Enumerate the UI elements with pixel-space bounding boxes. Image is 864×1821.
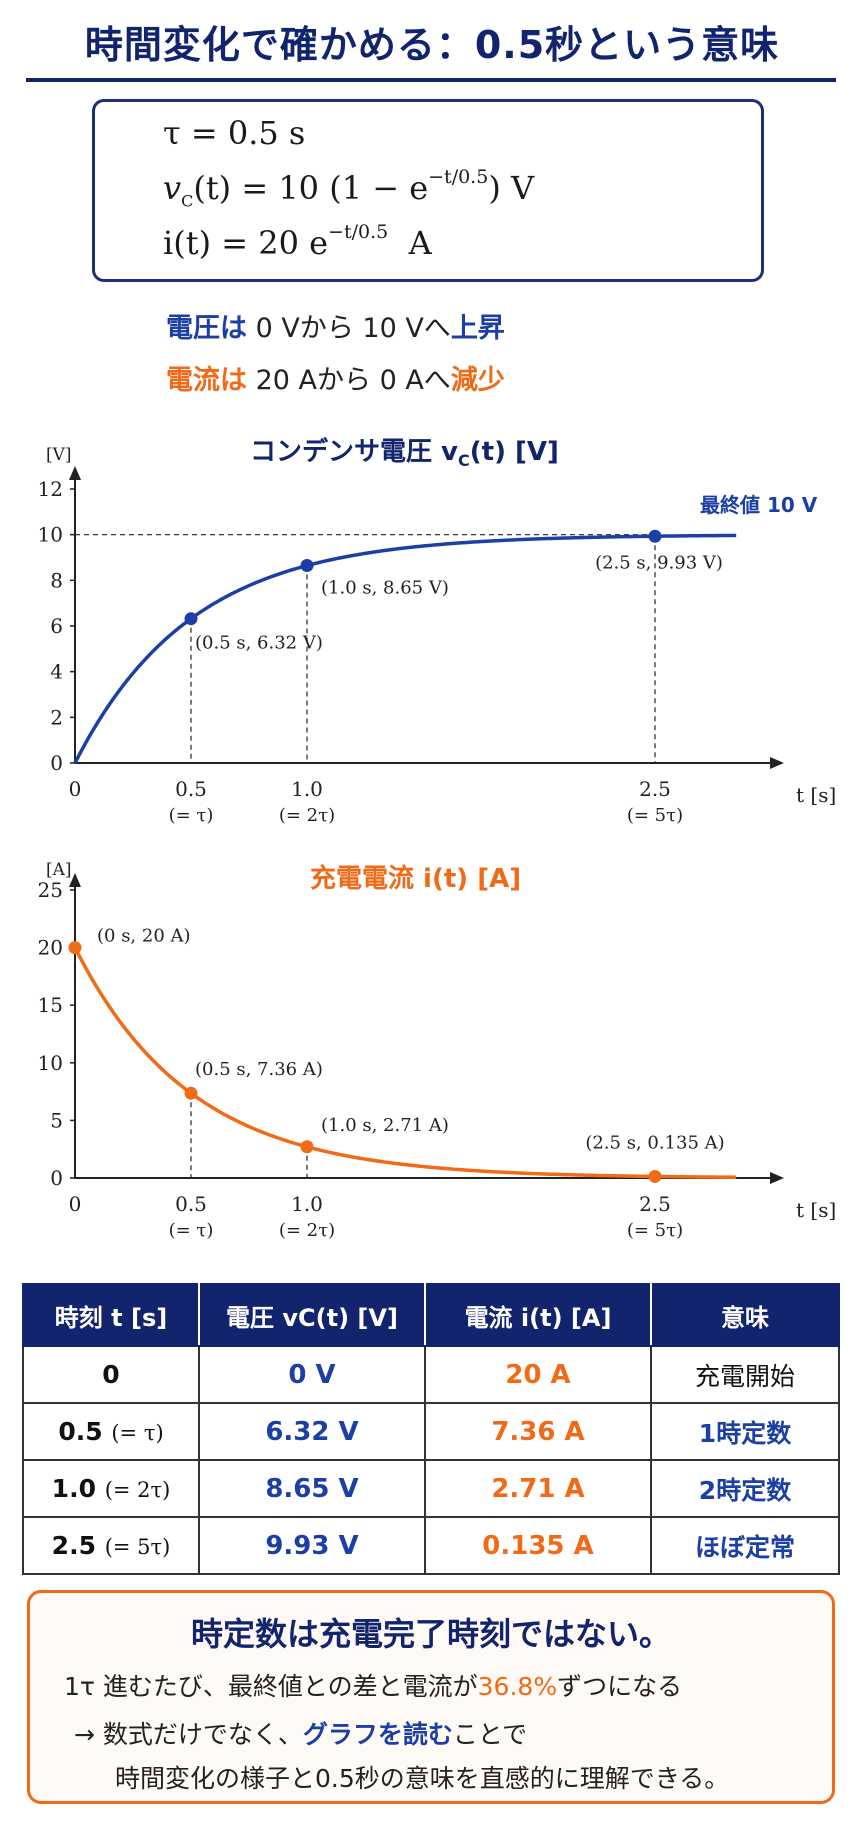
cell-time: 1.0 (= 2τ) bbox=[22, 1459, 200, 1518]
header-meaning: 意味 bbox=[650, 1283, 840, 1347]
page-title: 時間変化で確かめる：0.5秒という意味 bbox=[84, 23, 780, 67]
voltage-chart-title: コンデンサ電圧 vC(t) [V] bbox=[250, 436, 559, 470]
y-tick-label: 4 bbox=[50, 660, 63, 684]
x-tick-label: 0.5 bbox=[175, 777, 207, 801]
y-tick-label: 10 bbox=[38, 523, 63, 547]
data-point-label: (0.5 s, 7.36 A) bbox=[195, 1059, 323, 1080]
voltage-chart: コンデンサ電圧 vC(t) [V] [V] 最終値 10 V t [s] 0 2 4… bbox=[38, 436, 837, 826]
note-current: 電流は 20 Aから 0 Aへ減少 bbox=[166, 365, 505, 396]
data-point-label: (0.5 s, 6.32 V) bbox=[195, 633, 323, 654]
data-point-label: (1.0 s, 2.71 A) bbox=[321, 1115, 449, 1136]
y-tick-label: 6 bbox=[50, 614, 63, 638]
y-axis-arrow bbox=[69, 873, 81, 887]
table-row: 1.0 (= 2τ) 8.65 V 2.71 A 2時定数 bbox=[22, 1459, 840, 1518]
x-tick-tau-label: (= 2τ) bbox=[279, 1220, 335, 1241]
current-x-axis-label: t [s] bbox=[796, 1198, 836, 1222]
x-tick-label: 1.0 bbox=[291, 777, 323, 801]
current-curve bbox=[73, 946, 737, 1179]
cell-time: 0 bbox=[22, 1345, 200, 1404]
y-tick-label: 0 bbox=[50, 751, 63, 775]
y-tick-label: 2 bbox=[50, 705, 63, 729]
data-point-label: (2.5 s, 9.93 V) bbox=[595, 552, 723, 573]
formula-current: i(t) = 20 e−t/0.5 A bbox=[163, 221, 432, 262]
formula-box: τ = 0.5 s vC(t) = 10 (1 − e−t/0.5) V i(t… bbox=[92, 99, 764, 282]
x-axis-arrow bbox=[770, 757, 784, 769]
table-row: 0.5 (= τ) 6.32 V 7.36 A 1時定数 bbox=[22, 1402, 840, 1461]
current-chart: 充電電流 i(t) [A] [A] t [s] 0 5 10 15 20 25 0 0.5 (=… bbox=[38, 860, 837, 1241]
cell-voltage: 0 V bbox=[198, 1345, 426, 1404]
cell-current: 7.36 A bbox=[424, 1402, 652, 1461]
x-tick-label: 2.5 bbox=[639, 777, 671, 801]
y-tick-label: 25 bbox=[38, 878, 63, 902]
x-tick-label: 0 bbox=[69, 1192, 82, 1216]
summary-line-3: 時間変化の様子と0.5秒の意味を直感的に理解できる。 bbox=[115, 1764, 730, 1793]
x-tick-label: 1.0 bbox=[291, 1192, 323, 1216]
summary-line-1: 1τ 進むたび、最終値との差と電流が36.8%ずつになる bbox=[64, 1672, 683, 1701]
y-tick-label: 0 bbox=[50, 1166, 63, 1190]
x-axis-arrow bbox=[770, 1172, 784, 1184]
current-chart-title: 充電電流 i(t) [A] bbox=[310, 863, 521, 894]
title-underline bbox=[26, 78, 836, 82]
summary-title: 時定数は充電完了時刻ではない。 bbox=[190, 1615, 671, 1653]
cell-meaning: 1時定数 bbox=[650, 1402, 840, 1461]
cell-voltage: 6.32 V bbox=[198, 1402, 426, 1461]
table-row: 2.5 (= 5τ) 9.93 V 0.135 A ほぼ定常 bbox=[22, 1516, 840, 1575]
formula-voltage: vC(t) = 10 (1 − e−t/0.5) V bbox=[163, 166, 535, 211]
data-point bbox=[300, 1140, 314, 1154]
x-tick-label: 0.5 bbox=[175, 1192, 207, 1216]
data-point-label: (0 s, 20 A) bbox=[97, 926, 191, 947]
data-point bbox=[184, 612, 198, 626]
cell-meaning: 2時定数 bbox=[650, 1459, 840, 1518]
y-tick-label: 12 bbox=[38, 477, 63, 501]
voltage-curve bbox=[73, 533, 737, 764]
x-tick-tau-label: (= τ) bbox=[169, 1220, 214, 1241]
header-time: 時刻 t [s] bbox=[22, 1283, 200, 1347]
y-tick-label: 5 bbox=[50, 1108, 63, 1132]
x-tick-tau-label: (= 5τ) bbox=[627, 1220, 683, 1241]
cell-time: 0.5 (= τ) bbox=[22, 1402, 200, 1461]
data-point bbox=[68, 941, 82, 955]
cell-voltage: 8.65 V bbox=[198, 1459, 426, 1518]
current-unit-label: [A] bbox=[46, 860, 72, 880]
header-voltage: 電圧 vC(t) [V] bbox=[198, 1283, 426, 1347]
formula-tau: τ = 0.5 s bbox=[163, 114, 306, 152]
cell-current: 2.71 A bbox=[424, 1459, 652, 1518]
data-point bbox=[300, 558, 314, 572]
cell-current: 0.135 A bbox=[424, 1516, 652, 1575]
cell-meaning: ほぼ定常 bbox=[650, 1516, 840, 1575]
y-tick-label: 8 bbox=[50, 568, 63, 592]
y-axis-arrow bbox=[69, 466, 81, 480]
table-header-row: 時刻 t [s] 電圧 vC(t) [V] 電流 i(t) [A] 意味 bbox=[22, 1283, 840, 1347]
x-tick-label: 2.5 bbox=[639, 1192, 671, 1216]
cell-meaning: 充電開始 bbox=[650, 1345, 840, 1404]
data-point bbox=[648, 529, 662, 543]
cell-voltage: 9.93 V bbox=[198, 1516, 426, 1575]
cell-time: 2.5 (= 5τ) bbox=[22, 1516, 200, 1575]
x-tick-tau-label: (= τ) bbox=[169, 805, 214, 826]
x-tick-tau-label: (= 5τ) bbox=[627, 805, 683, 826]
summary-box: 時定数は充電完了時刻ではない。 1τ 進むたび、最終値との差と電流が36.8%ず… bbox=[27, 1590, 835, 1804]
cell-current: 20 A bbox=[424, 1345, 652, 1404]
x-tick-tau-label: (= 2τ) bbox=[279, 805, 335, 826]
data-point-label: (1.0 s, 8.65 V) bbox=[321, 577, 449, 598]
header-current: 電流 i(t) [A] bbox=[424, 1283, 652, 1347]
y-tick-label: 10 bbox=[38, 1051, 63, 1075]
final-value-label: 最終値 10 V bbox=[700, 493, 818, 517]
summary-line-2: → 数式だけでなく、グラフを読むことで bbox=[74, 1720, 528, 1749]
data-point-label: (2.5 s, 0.135 A) bbox=[585, 1132, 724, 1153]
note-voltage: 電圧は 0 Vから 10 Vへ上昇 bbox=[166, 313, 505, 344]
y-tick-label: 20 bbox=[38, 936, 63, 960]
voltage-unit-label: [V] bbox=[46, 445, 72, 465]
voltage-x-axis-label: t [s] bbox=[796, 783, 836, 807]
y-tick-label: 15 bbox=[38, 993, 63, 1017]
data-point bbox=[648, 1169, 662, 1183]
data-point bbox=[184, 1086, 198, 1100]
x-tick-label: 0 bbox=[69, 777, 82, 801]
